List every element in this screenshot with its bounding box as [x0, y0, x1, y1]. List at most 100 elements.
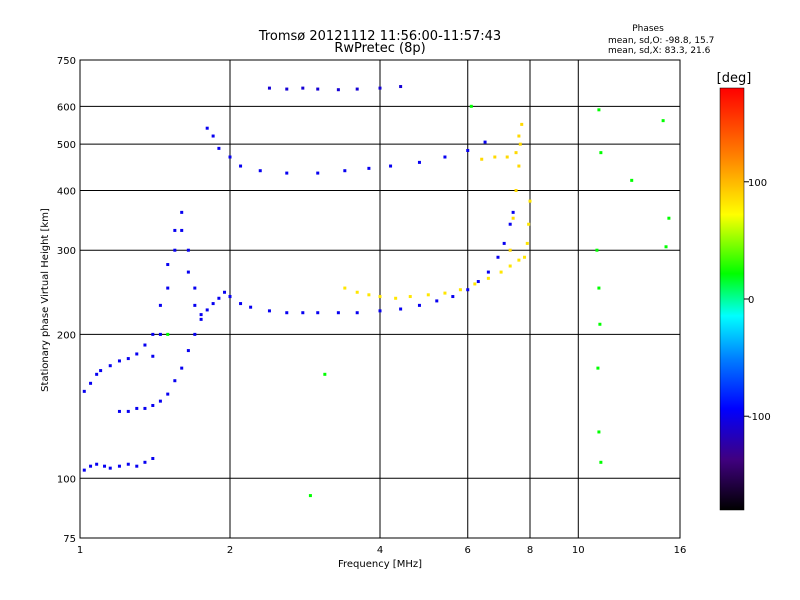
echo-point [316, 311, 320, 315]
echo-point [343, 286, 347, 290]
echo-point [483, 140, 487, 144]
echo-point [186, 270, 190, 274]
echo-point [199, 317, 203, 321]
echo-point [596, 366, 600, 370]
echo-point [205, 308, 209, 312]
echo-point [173, 228, 177, 232]
echo-point [301, 86, 305, 90]
y-tick-label: 750 [57, 56, 76, 67]
x-tick-label: 16 [674, 545, 687, 556]
echo-point [117, 464, 121, 468]
echo-point [486, 270, 490, 274]
echo-point [394, 296, 398, 300]
echo-point [166, 392, 170, 396]
echo-point [502, 241, 506, 245]
echo-point [451, 295, 455, 299]
echo-point [166, 286, 170, 290]
echo-point [308, 494, 312, 498]
echo-point [355, 290, 359, 294]
echo-point [473, 282, 477, 286]
echo-point [511, 216, 515, 220]
y-tick-label: 75 [63, 534, 76, 545]
echo-point [249, 305, 253, 309]
echo-point [525, 241, 529, 245]
colorbar-tick-label: 100 [748, 178, 767, 189]
echo-point [466, 288, 470, 292]
echo-point [499, 270, 503, 274]
echo-point [135, 406, 139, 410]
echo-point [285, 311, 289, 315]
echo-point [158, 332, 162, 336]
echo-point [135, 352, 139, 356]
echo-point [199, 313, 203, 317]
echo-point [180, 228, 184, 232]
y-tick-label: 600 [57, 102, 76, 113]
echo-point [667, 216, 671, 220]
echo-point [193, 332, 197, 336]
echo-point [336, 311, 340, 315]
echo-point [323, 372, 327, 376]
echo-point [520, 122, 524, 126]
echo-point [126, 357, 130, 361]
echo-point [126, 409, 130, 413]
echo-point [378, 86, 382, 90]
echo-point [117, 359, 121, 363]
stats-x-mode: mean, sd,X: 83.3, 21.6 [608, 46, 711, 56]
echo-point [267, 309, 271, 313]
echo-point [228, 155, 232, 159]
y-tick-label: 500 [57, 140, 76, 151]
echo-point [528, 199, 532, 203]
echo-point [355, 311, 359, 315]
echo-point [173, 379, 177, 383]
echo-point [343, 169, 347, 173]
echo-point [480, 157, 484, 161]
echo-point [597, 108, 601, 112]
echo-point [143, 343, 147, 347]
echo-point [389, 164, 393, 168]
x-axis-label: Frequency [MHz] [338, 559, 422, 570]
stats-o-mode: mean, sd,O: -98.8, 15.7 [608, 36, 714, 46]
echo-point [493, 155, 497, 159]
echo-point [355, 87, 359, 91]
echo-point [285, 87, 289, 91]
echo-point [518, 142, 522, 146]
echo-point [135, 464, 139, 468]
y-axis-ticks: 75 100 200 300 400 500 600 750 [57, 56, 76, 545]
echo-point [378, 295, 382, 299]
echo-point [408, 295, 412, 299]
echo-point [180, 366, 184, 370]
echo-point [367, 166, 371, 170]
echo-point [316, 87, 320, 91]
echo-point [426, 293, 430, 297]
echo-point [158, 399, 162, 403]
y-axis-label: Stationary phase Virtual Height [km] [40, 208, 51, 392]
echo-points [82, 85, 671, 498]
echo-point [228, 295, 232, 299]
echo-point [496, 255, 500, 259]
echo-point [316, 171, 320, 175]
echo-point [211, 134, 215, 138]
echo-point [597, 430, 601, 434]
chart-subtitle: RwPretec (8p) [334, 41, 425, 56]
plot-grid [80, 60, 680, 538]
colorbar-ticks: 100 0 -100 [744, 178, 771, 423]
x-tick-label: 6 [465, 545, 471, 556]
y-tick-label: 400 [57, 186, 76, 197]
echo-point [193, 286, 197, 290]
echo-point [517, 134, 521, 138]
echo-point [417, 303, 421, 307]
echo-point [143, 406, 147, 410]
echo-point [126, 462, 130, 466]
x-tick-label: 8 [527, 545, 533, 556]
x-tick-label: 1 [77, 545, 83, 556]
x-axis-ticks: 1 2 4 6 8 10 16 [77, 545, 687, 556]
echo-point [301, 311, 305, 315]
echo-point [173, 248, 177, 252]
echo-point [661, 119, 665, 123]
colorbar [719, 87, 745, 511]
echo-point [143, 460, 147, 464]
echo-point [103, 464, 107, 468]
echo-point [527, 222, 531, 226]
echo-point [630, 178, 634, 182]
echo-point [595, 248, 599, 252]
